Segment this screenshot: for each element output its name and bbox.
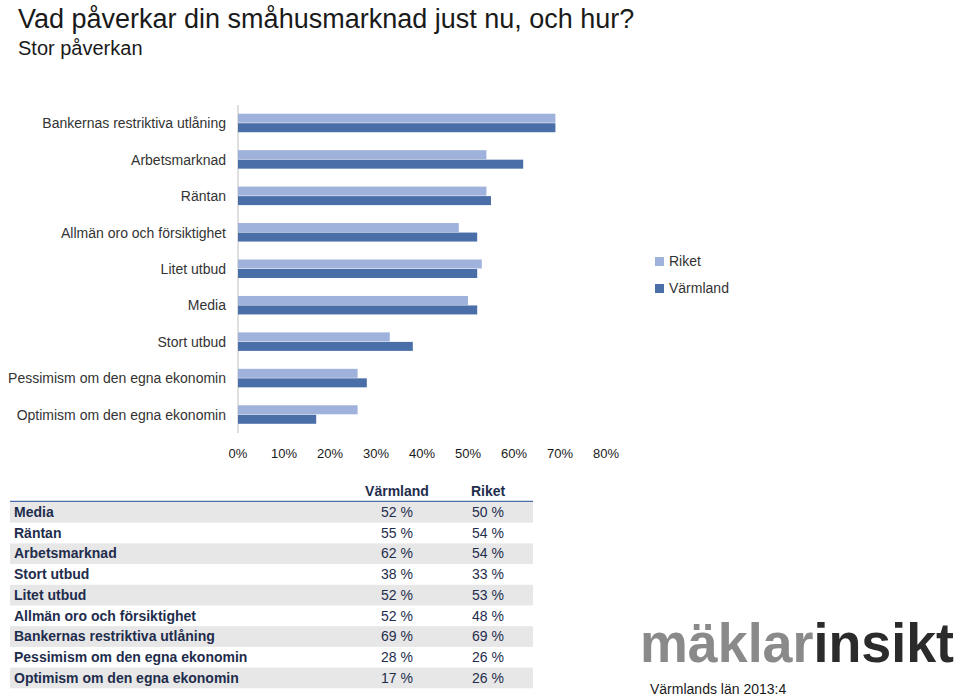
bar — [238, 369, 358, 378]
table-cell: Litet utbud — [14, 587, 86, 603]
table-cell: Stort utbud — [14, 566, 89, 582]
category-label: Media — [188, 297, 226, 313]
table-row-bg — [10, 543, 533, 564]
bar — [238, 123, 555, 132]
table-header: Värmland — [365, 483, 429, 499]
table-cell: 33 % — [472, 566, 504, 582]
tick-label: 80% — [593, 446, 619, 461]
table-cell: 50 % — [472, 504, 504, 520]
logo-part: insikt — [813, 611, 954, 674]
table-cell: 69 % — [381, 628, 413, 644]
bar — [238, 150, 486, 159]
table-cell: 28 % — [381, 649, 413, 665]
bar — [238, 223, 459, 232]
table-cell: 38 % — [381, 566, 413, 582]
table-cell: 52 % — [381, 504, 413, 520]
table-cell: Optimism om den egna ekonomin — [14, 670, 239, 686]
bar — [238, 187, 486, 196]
category-label: Stort utbud — [158, 334, 227, 350]
table-cell: Räntan — [14, 525, 61, 541]
table-cell: Bankernas restriktiva utlåning — [14, 628, 215, 644]
tick-label: 0% — [229, 446, 248, 461]
tick-label: 30% — [363, 446, 389, 461]
table-cell: 69 % — [472, 628, 504, 644]
footer: Värmlands län 2013:4 — [650, 681, 786, 697]
bar — [238, 196, 491, 205]
bar — [238, 160, 523, 169]
bar — [238, 332, 390, 341]
bar — [238, 405, 358, 414]
tick-label: 20% — [317, 446, 343, 461]
logo-part: mäklar — [640, 611, 813, 674]
table-cell: 26 % — [472, 670, 504, 686]
table-cell: Media — [14, 504, 54, 520]
tick-label: 70% — [547, 446, 573, 461]
table-row-bg — [10, 585, 533, 606]
category-label: Allmän oro och försiktighet — [61, 225, 226, 241]
table-cell: 48 % — [472, 608, 504, 624]
axis-baseline — [238, 433, 606, 434]
bar — [238, 415, 316, 424]
table-cell: 55 % — [381, 525, 413, 541]
category-label: Pessimism om den egna ekonomin — [8, 370, 226, 386]
tick-label: 40% — [409, 446, 435, 461]
table-cell: Pessimism om den egna ekonomin — [14, 649, 247, 665]
legend-swatch — [655, 284, 664, 293]
legend-swatch — [655, 257, 664, 266]
table-cell: Allmän oro och försiktighet — [14, 608, 196, 624]
table-cell: 17 % — [381, 670, 413, 686]
bar — [238, 260, 482, 269]
table-row-bg — [10, 668, 533, 689]
table-header: Riket — [471, 483, 506, 499]
tick-label: 10% — [271, 446, 297, 461]
title: Vad påverkar din småhusmarknad just nu, … — [18, 4, 634, 34]
table-cell: 54 % — [472, 545, 504, 561]
category-label: Arbetsmarknad — [131, 152, 226, 168]
bar — [238, 342, 413, 351]
table-row-bg — [10, 626, 533, 647]
bar — [238, 269, 477, 278]
bar — [238, 378, 367, 387]
legend-label: Värmland — [669, 280, 729, 296]
table-cell: 53 % — [472, 587, 504, 603]
table-cell: 52 % — [381, 587, 413, 603]
table-cell: 52 % — [381, 608, 413, 624]
bar — [238, 233, 477, 242]
category-label: Räntan — [181, 188, 226, 204]
chart-root: Vad påverkar din småhusmarknad just nu, … — [0, 0, 960, 700]
tick-label: 60% — [501, 446, 527, 461]
table-cell: 62 % — [381, 545, 413, 561]
table-cell: Arbetsmarknad — [14, 545, 117, 561]
bar — [238, 296, 468, 305]
bar — [238, 305, 477, 314]
table-row-bg — [10, 502, 533, 523]
subtitle: Stor påverkan — [18, 37, 143, 59]
legend-label: Riket — [669, 253, 701, 269]
category-label: Litet utbud — [161, 261, 226, 277]
table-cell: 26 % — [472, 649, 504, 665]
logo: mäklarinsikt — [640, 611, 954, 674]
category-label: Bankernas restriktiva utlåning — [42, 115, 226, 131]
category-label: Optimism om den egna ekonomin — [17, 407, 226, 423]
table-cell: 54 % — [472, 525, 504, 541]
bar — [238, 114, 555, 123]
tick-label: 50% — [455, 446, 481, 461]
bars — [238, 114, 555, 424]
